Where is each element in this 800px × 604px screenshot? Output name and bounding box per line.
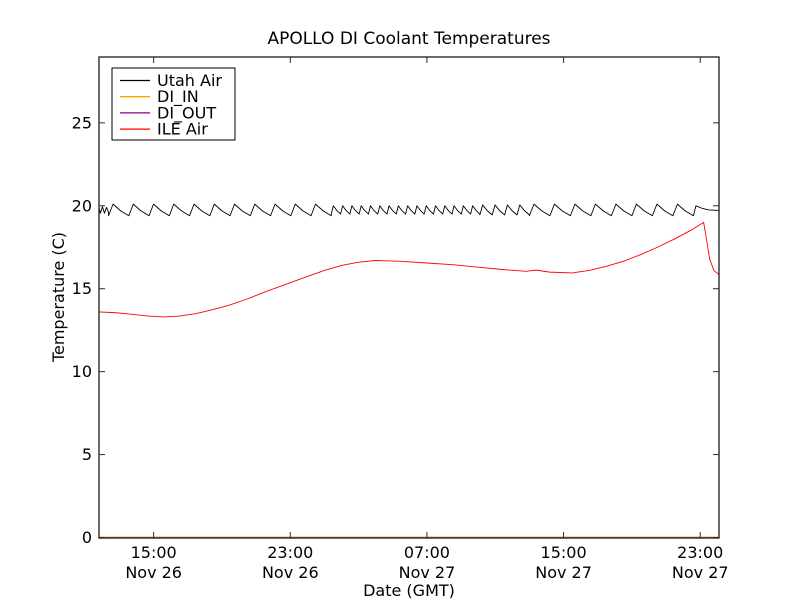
chart-title: APOLLO DI Coolant Temperatures xyxy=(267,29,550,49)
y-tick-label: 0 xyxy=(82,528,92,547)
legend-label-di-in: DI_IN xyxy=(157,87,199,107)
x-tick-time-label: 15:00 xyxy=(541,543,587,562)
x-tick-date-label: Nov 27 xyxy=(672,563,729,582)
series-utah-air-line xyxy=(99,203,719,217)
legend-label-ile-air: ILE Air xyxy=(157,120,208,139)
y-tick-label: 5 xyxy=(82,445,92,464)
y-tick-label: 10 xyxy=(72,362,92,381)
y-tick-label: 20 xyxy=(72,196,92,215)
y-axis-label: Temperature (C) xyxy=(49,232,68,363)
axis-ticks xyxy=(99,57,719,538)
x-tick-time-label: 23:00 xyxy=(677,543,723,562)
y-tick-label: 15 xyxy=(72,279,92,298)
legend-label-utah-air: Utah Air xyxy=(157,71,222,90)
x-tick-date-label: Nov 27 xyxy=(535,563,592,582)
plot-series xyxy=(99,203,719,538)
x-axis-label: Date (GMT) xyxy=(363,581,455,600)
x-tick-date-label: Nov 26 xyxy=(262,563,319,582)
x-tick-time-label: 23:00 xyxy=(267,543,313,562)
x-tick-date-label: Nov 26 xyxy=(125,563,182,582)
x-tick-time-label: 15:00 xyxy=(131,543,177,562)
series-ile-air-line xyxy=(99,221,719,318)
legend-label-di-out: DI_OUT xyxy=(157,103,216,123)
y-tick-label: 25 xyxy=(72,113,92,132)
plot-frame xyxy=(98,56,720,539)
x-tick-time-label: 07:00 xyxy=(404,543,450,562)
x-tick-date-label: Nov 27 xyxy=(399,563,456,582)
